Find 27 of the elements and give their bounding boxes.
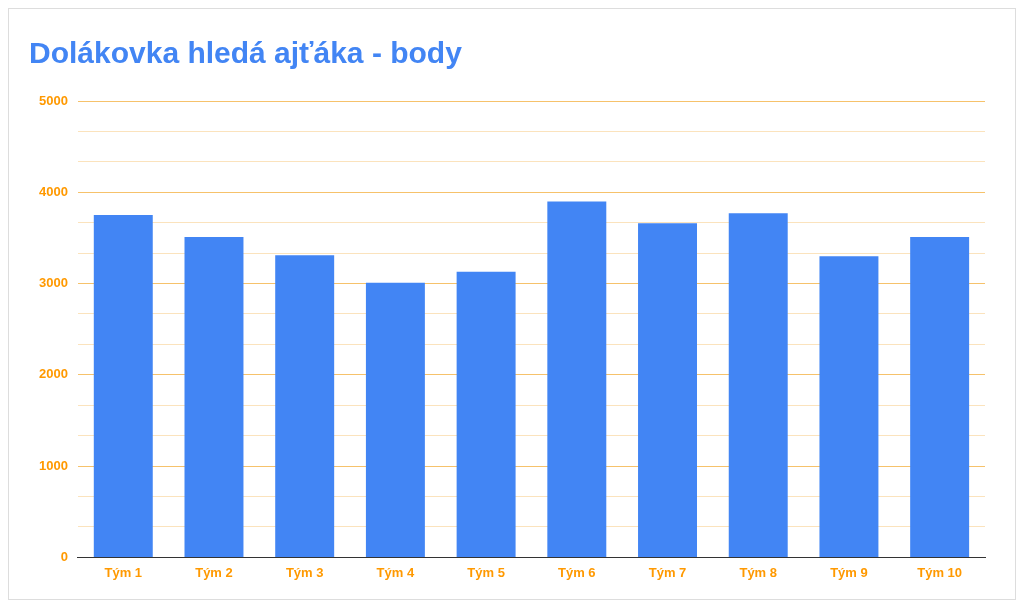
bar [638, 223, 697, 557]
x-tick-label: Tým 6 [558, 564, 596, 580]
y-tick-label: 2000 [39, 366, 68, 382]
x-tick-label: Tým 10 [917, 564, 963, 580]
bar [365, 282, 425, 557]
x-tick-label: Tým 8 [739, 564, 778, 580]
x-tick-label: Tým 5 [467, 564, 505, 580]
x-tick-label: Tým 2 [195, 564, 233, 580]
bar [93, 215, 153, 557]
bar [275, 255, 335, 557]
x-tick-label: Tým 3 [285, 564, 324, 580]
bar [819, 256, 879, 557]
bar [910, 237, 970, 557]
y-tick-label: 0 [60, 548, 68, 564]
bar [547, 201, 607, 557]
x-tick-label: Tým 4 [376, 564, 415, 580]
bar [184, 237, 244, 557]
x-tick-label: Tým 7 [648, 564, 687, 580]
y-tick-label: 1000 [39, 457, 68, 473]
y-tick-label: 4000 [39, 183, 68, 199]
x-tick-label: Tým 9 [830, 564, 868, 580]
bar [456, 271, 516, 557]
y-tick-label: 3000 [39, 275, 68, 291]
x-tick-label: Tým 1 [104, 564, 143, 580]
bar [728, 213, 788, 557]
y-tick-label: 5000 [39, 92, 68, 108]
chart-title: Dolákovka hledá ajťáka - body [29, 36, 463, 70]
